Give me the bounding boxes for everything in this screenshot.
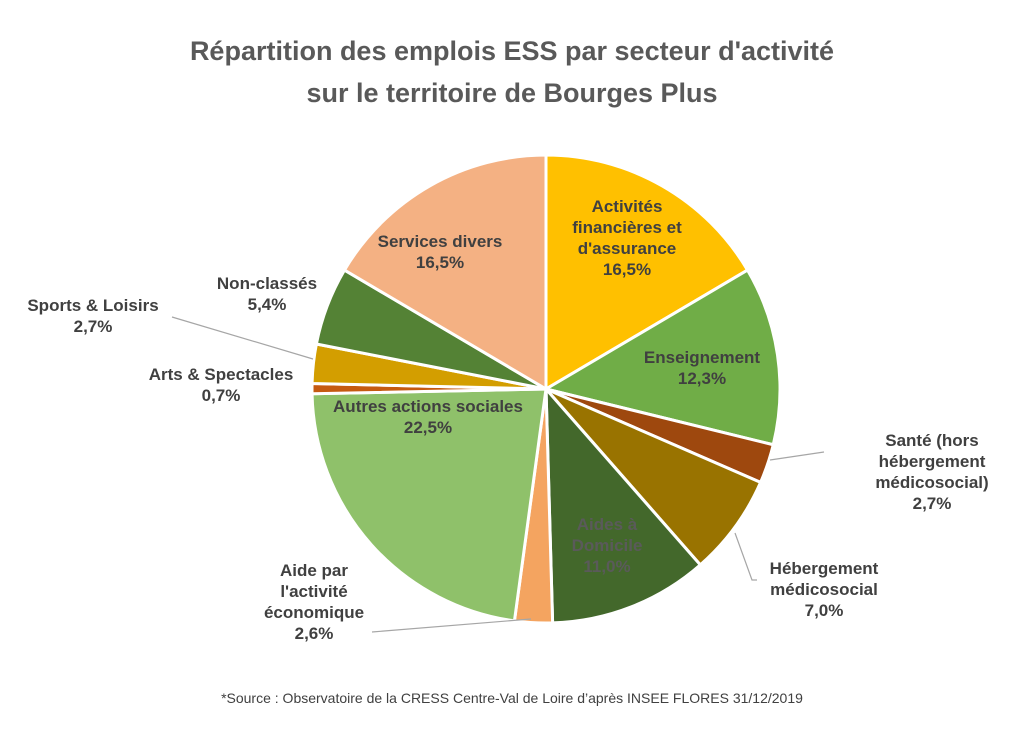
- chart-title: Répartition des emplois ESS par secteur …: [0, 30, 1024, 114]
- slice-label: Hébergement médicosocial 7,0%: [770, 559, 879, 620]
- slice-value-label: 5,4%: [248, 295, 287, 314]
- chart-title-line-1: Répartition des emplois ESS par secteur …: [189, 36, 835, 66]
- slice-name-label: Services divers: [378, 232, 503, 251]
- pie-slice: [544, 387, 763, 567]
- slice-name-label: Arts & Spectacles: [149, 365, 294, 384]
- source-note: *Source : Observatoire de la CRESS Centr…: [221, 690, 803, 706]
- slice-name-label: hébergement: [879, 452, 986, 471]
- slice-value-label: 2,7%: [74, 317, 113, 336]
- pie-slice: [544, 153, 750, 391]
- slice-name-label: Domicile: [572, 536, 643, 555]
- leader-line: [371, 618, 532, 633]
- slice-name-label: Sports & Loisirs: [27, 296, 158, 315]
- slice-name-label: Aides à: [577, 515, 638, 534]
- slice-name-label: économique: [264, 603, 364, 622]
- slice-name-label: d'assurance: [578, 239, 677, 258]
- slice-value-label: 2,6%: [295, 624, 334, 643]
- slice-name-label: médicosocial: [770, 580, 878, 599]
- slice-value-label: 0,7%: [202, 386, 241, 405]
- slice-name-label: Aide par: [280, 561, 348, 580]
- slice-name-label: l'activité: [280, 582, 347, 601]
- slice-name-label: Enseignement: [644, 348, 761, 367]
- leader-line: [734, 532, 757, 581]
- slice-label: Autres actions sociales 22,5%: [333, 397, 523, 437]
- slice-value-label: 2,7%: [913, 494, 952, 513]
- slice-name-label: Activités: [592, 197, 663, 216]
- slice-label: Enseignement 12,3%: [644, 348, 761, 388]
- slice-label: Arts & Spectacles 0,7%: [149, 365, 294, 405]
- pie-slice: [310, 387, 548, 623]
- slice-label: Santé (hors hébergement médicosocial) 2,7%: [875, 431, 988, 513]
- slice-label: Aides à Domicile 11,0%: [572, 515, 643, 576]
- slice-value-label: 16,5%: [603, 260, 651, 279]
- slice-name-label: Non-classés: [217, 274, 317, 293]
- chart-title-line-2: sur le territoire de Bourges Plus: [306, 78, 718, 108]
- leader-line: [769, 451, 825, 461]
- pie-slice: [544, 268, 782, 447]
- slice-label: Services divers 16,5%: [378, 232, 503, 272]
- slice-label: Non-classés 5,4%: [217, 274, 317, 314]
- slice-name-label: Santé (hors: [885, 431, 979, 450]
- slice-name-label: médicosocial): [875, 473, 988, 492]
- leader-line: [171, 316, 314, 360]
- slice-label: Aide par l'activité économique 2,6%: [264, 561, 364, 643]
- pie-slice: [342, 153, 548, 391]
- pie-slice: [544, 387, 702, 625]
- slice-value-label: 22,5%: [404, 418, 452, 437]
- slice-name-label: financières et: [572, 218, 682, 237]
- slice-label: Activités financières et d'assurance 16,5%: [572, 197, 682, 279]
- slice-value-label: 16,5%: [416, 253, 464, 272]
- slice-name-label: Autres actions sociales: [333, 397, 523, 416]
- slice-label: Sports & Loisirs 2,7%: [27, 296, 158, 336]
- slice-value-label: 7,0%: [805, 601, 844, 620]
- slice-value-label: 11,0%: [583, 557, 630, 576]
- slice-value-label: 12,3%: [678, 369, 726, 388]
- slice-name-label: Hébergement: [770, 559, 879, 578]
